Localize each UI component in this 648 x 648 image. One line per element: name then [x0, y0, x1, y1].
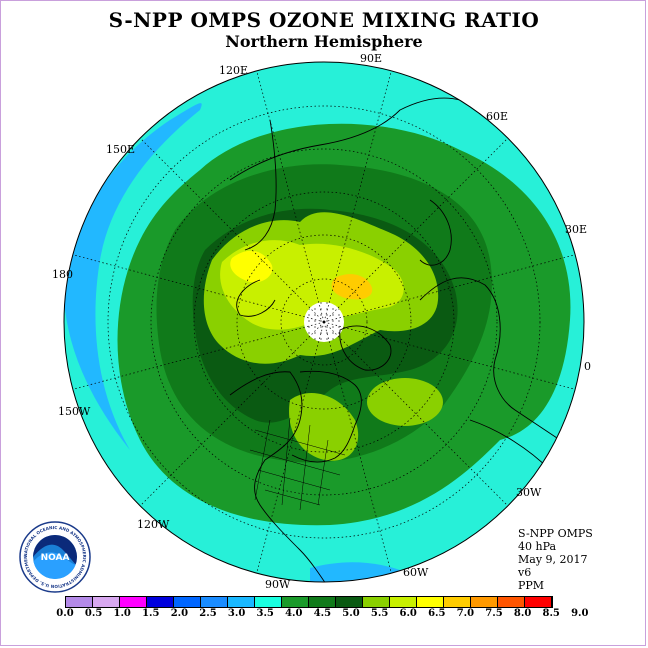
- color-legend-label: 1.5: [142, 608, 160, 619]
- field-yellow-6.5-7.0: [230, 250, 273, 283]
- color-legend-label: 6.0: [399, 608, 417, 619]
- coastline-greenland: [339, 325, 392, 371]
- color-legend-swatch: [147, 597, 174, 607]
- color-legend-swatch: [471, 597, 498, 607]
- lon-label-90w: 90W: [265, 578, 291, 591]
- coastline-caspian: [419, 199, 452, 266]
- logo-acronym: NOAA: [41, 553, 70, 563]
- field-yellowgreen-atlantic: [367, 378, 443, 426]
- color-legend-label: 5.5: [370, 608, 389, 619]
- meridians: [72, 70, 576, 574]
- color-legend-swatch: [498, 597, 525, 607]
- color-legend-label: 0.0: [56, 608, 74, 619]
- color-legend-swatch: [336, 597, 363, 607]
- meridian-line: [139, 137, 325, 323]
- info-date: May 9, 2017: [518, 553, 588, 566]
- coastlines: [229, 97, 568, 582]
- color-legend-label: 0.5: [84, 608, 103, 619]
- color-legend-label: 7.5: [485, 608, 503, 619]
- lon-label-180: 180: [52, 268, 73, 281]
- lon-label-120e: 120E: [219, 64, 249, 77]
- color-legend-swatch: [525, 597, 552, 607]
- latitude-circle-80: [280, 278, 368, 366]
- field-blue-3.0-3.5: [64, 103, 202, 451]
- lon-label-120w: 120W: [137, 518, 170, 531]
- color-legend-swatch: [417, 597, 444, 607]
- color-legend-swatch: [174, 597, 201, 607]
- color-legend-swatch: [282, 597, 309, 607]
- lon-label-60e: 60E: [486, 110, 509, 123]
- color-legend-label: 9.0: [571, 608, 589, 619]
- meridian-line: [139, 321, 325, 507]
- map-subtitle: Northern Hemisphere: [225, 32, 423, 51]
- latitude-circle-50: [150, 148, 498, 496]
- color-legend-swatch: [66, 597, 93, 607]
- color-legend-swatch: [201, 597, 228, 607]
- latitude-circle-70: [236, 234, 412, 410]
- coastline-asia-north: [229, 97, 461, 181]
- color-legend-label: 7.0: [456, 608, 475, 619]
- color-legend-bar: [65, 596, 553, 608]
- lon-label-150e: 150E: [106, 143, 136, 156]
- color-legend-swatch: [363, 597, 390, 607]
- lon-label-30w: 30W: [516, 486, 542, 499]
- color-legend-swatch: [120, 597, 147, 607]
- meridian-line: [323, 137, 509, 323]
- lon-label-90e: 90E: [360, 52, 383, 65]
- meridian-line: [256, 321, 325, 574]
- meridian-line: [323, 321, 509, 507]
- meridian-line: [323, 254, 576, 323]
- coastline-north-america-west: [229, 371, 331, 582]
- color-legend-swatch: [255, 597, 282, 607]
- lon-label-150w: 150W: [58, 405, 91, 418]
- globe-outline: [63, 61, 585, 583]
- state-boundaries: [249, 417, 346, 511]
- color-legend-label: 4.5: [313, 608, 332, 619]
- meridian-line: [323, 321, 392, 574]
- meridian-line: [323, 321, 576, 390]
- coastline-europe: [419, 277, 561, 441]
- color-legend-label: 2.0: [170, 608, 189, 619]
- info-version: v6: [518, 566, 532, 579]
- color-legend-swatch: [228, 597, 255, 607]
- lon-label-60w: 60W: [403, 566, 429, 579]
- color-legend-swatch: [93, 597, 120, 607]
- meridian-line: [72, 254, 325, 323]
- info-instrument: S-NPP OMPS: [518, 527, 593, 540]
- coastline-kamchatka: [244, 119, 277, 251]
- meridian-line: [256, 70, 325, 323]
- info-units: PPM: [518, 579, 545, 592]
- color-legend-label: 8.5: [542, 608, 560, 619]
- coastline-hudson-bay: [291, 370, 362, 463]
- lon-label-0: 0: [584, 360, 591, 373]
- color-legend-swatch: [309, 597, 336, 607]
- field-yellowgreen-us: [289, 392, 359, 461]
- latitude-circle-60: [193, 191, 455, 453]
- meridian-line: [323, 70, 392, 323]
- color-legend-swatch: [390, 597, 417, 607]
- color-legend-label: 6.5: [428, 608, 446, 619]
- coastline-alaska: [236, 279, 276, 317]
- latitude-circle-40: [107, 105, 541, 539]
- info-level: 40 hPa: [518, 540, 557, 553]
- color-legend-label: 2.5: [199, 608, 217, 619]
- field-yellow-siberia: [331, 274, 373, 300]
- graticule: [72, 70, 576, 574]
- color-legend-label: 4.0: [285, 608, 303, 619]
- color-legend-label: 1.0: [113, 608, 131, 619]
- map-title: S-NPP OMPS OZONE MIXING RATIO: [108, 8, 540, 32]
- meridian-line: [72, 321, 325, 390]
- noaa-logo: NATIONAL OCEANIC AND ATMOSPHERIC ADMINIS…: [18, 520, 91, 593]
- lon-label-30e: 30E: [565, 223, 588, 236]
- color-legend-swatch: [444, 597, 471, 607]
- color-legend-label: 3.5: [256, 608, 274, 619]
- color-legend-label: 8.0: [513, 608, 532, 619]
- color-legend-label: 3.0: [227, 608, 246, 619]
- color-legend-label: 5.0: [342, 608, 360, 619]
